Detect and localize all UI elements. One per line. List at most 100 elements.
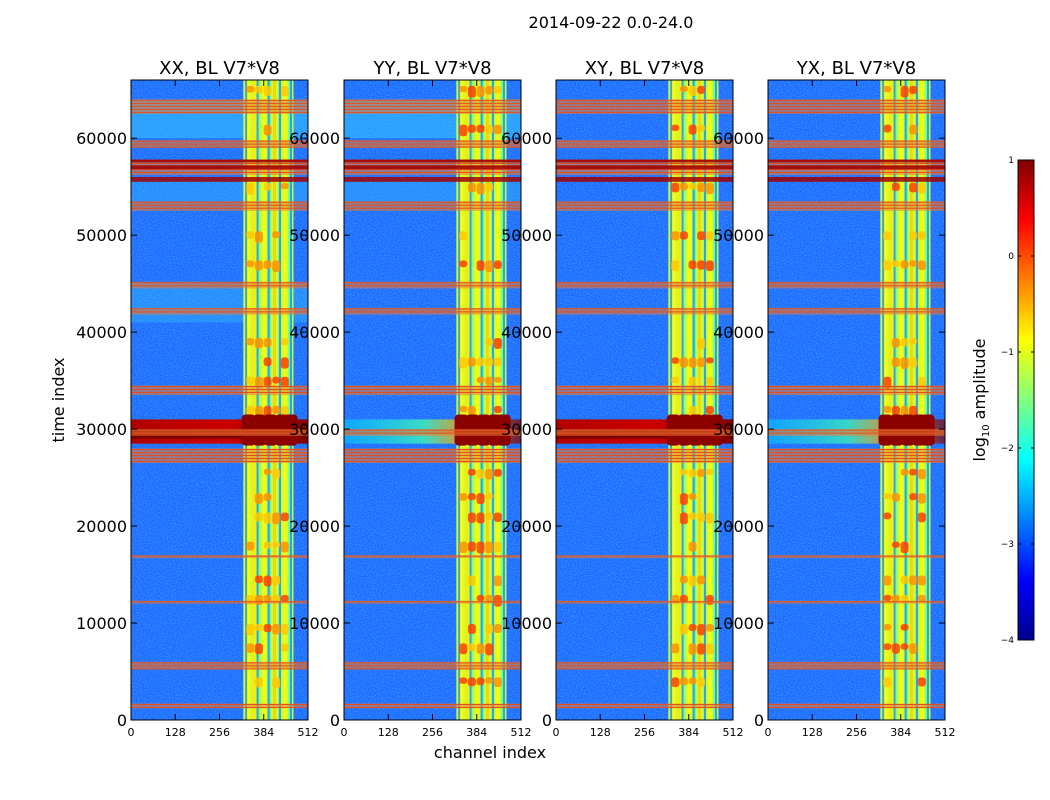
rfi-column — [465, 80, 469, 720]
rfi-gap — [503, 80, 506, 720]
rfi-column — [501, 80, 505, 720]
rfi-blob — [459, 643, 468, 655]
rfi-column — [909, 80, 913, 720]
rfi-blob — [688, 512, 697, 520]
colorbar-tick-label: 1 — [1008, 156, 1014, 166]
x-tick-label: 256 — [634, 726, 655, 739]
y-tick-label: 20000 — [501, 517, 552, 536]
rfi-blob — [263, 468, 272, 475]
rfi-blob — [883, 575, 892, 586]
rfi-blob — [459, 677, 468, 684]
y-tick-label: 0 — [117, 711, 127, 730]
rfi-blob — [705, 468, 714, 476]
rfi-gap — [893, 80, 896, 720]
flagged-band — [768, 307, 945, 315]
rfi-gap — [458, 80, 461, 720]
rfi-blob — [254, 493, 263, 504]
rfi-column — [272, 80, 276, 720]
flagged-band-strong — [344, 176, 521, 182]
rfi-blob — [883, 405, 892, 413]
x-tick-label: 512 — [723, 726, 744, 739]
rfi-blob — [705, 624, 714, 632]
x-tick-label: 0 — [553, 726, 560, 739]
y-tick-label: 50000 — [289, 226, 340, 245]
rfi-blob — [891, 337, 900, 348]
flagged-band — [344, 201, 521, 211]
y-tick-label: 40000 — [501, 323, 552, 342]
colorbar-label-subscript: 10 — [981, 424, 992, 437]
y-tick-label: 30000 — [76, 420, 127, 439]
rfi-blob — [263, 85, 272, 97]
rfi-blob — [485, 468, 494, 480]
y-tick-label: 50000 — [76, 226, 127, 245]
rfi-blob — [459, 124, 468, 137]
rfi-blob — [891, 357, 900, 367]
rfi-blob — [280, 337, 289, 346]
rfi-blob — [485, 512, 494, 521]
rfi-blob — [917, 182, 926, 194]
colorbar-tick-label: −4 — [1001, 636, 1015, 646]
rfi-blob — [688, 376, 697, 386]
colorbar-gradient — [1017, 159, 1035, 641]
rfi-blob — [900, 357, 909, 369]
panel-2: YY, BL V7*V8 0 128 256 384 512 0 10000 20000 3000… — [289, 58, 531, 739]
rfi-blob — [917, 594, 926, 602]
rfi-blob — [917, 376, 926, 388]
rfi-blob — [688, 493, 697, 500]
rfi-blob — [697, 124, 706, 132]
rfi-blob — [883, 124, 892, 133]
flagged-band-strong — [768, 165, 945, 170]
rfi-blob — [246, 376, 255, 385]
rfi-blob — [909, 643, 918, 654]
flagged-band — [344, 281, 521, 289]
colorbar: 10−1−2−3−4 log10 amplitude — [970, 156, 1035, 646]
rfi-blob — [280, 624, 289, 635]
rfi-blob — [493, 85, 502, 94]
y-tick-label: 30000 — [713, 420, 764, 439]
rfi-blob — [493, 376, 502, 383]
colorbar-label-rest: amplitude — [970, 338, 989, 424]
rfi-blob — [679, 512, 688, 525]
rfi-blob — [900, 337, 909, 347]
rfi-blob — [883, 512, 892, 520]
rfi-blob — [679, 594, 688, 603]
rfi-blob — [891, 541, 900, 548]
x-tick-label: 512 — [298, 726, 319, 739]
rfi-blob — [883, 643, 892, 651]
rfi-blob — [280, 541, 289, 553]
rfi-blob — [909, 260, 918, 267]
rfi-blob — [697, 575, 706, 585]
rfi-blob — [459, 85, 468, 93]
rfi-blob — [900, 541, 909, 554]
rfi-blob — [485, 624, 494, 635]
rfi-blob — [909, 575, 918, 586]
rfi-blob — [688, 405, 697, 417]
rfi-column — [687, 80, 691, 720]
rfi-blob — [705, 231, 714, 241]
flagged-band-strong — [556, 165, 733, 170]
rfi-blob — [688, 85, 697, 97]
rfi-blob — [909, 231, 918, 240]
rfi-column — [672, 80, 676, 720]
rfi-blob — [705, 376, 714, 385]
rfi-blob — [272, 624, 281, 635]
rfi-blob — [476, 512, 485, 524]
rfi-blob — [493, 512, 502, 523]
rfi-blob — [900, 643, 909, 650]
flagged-band-strong — [344, 165, 521, 170]
rfi-blob — [467, 493, 476, 501]
rfi-blob — [900, 468, 909, 476]
rfi-gap — [267, 80, 270, 720]
rfi-column — [894, 80, 898, 720]
rfi-blob — [493, 624, 502, 634]
rfi-blob — [280, 357, 289, 369]
flagged-band-strong — [131, 159, 308, 163]
rfi-blob — [917, 493, 926, 504]
rfi-blob — [891, 260, 900, 267]
rfi-blob — [493, 260, 502, 269]
x-tick-label: 256 — [209, 726, 230, 739]
rfi-blob — [263, 357, 272, 367]
panel-title: XX, BL V7*V8 — [159, 58, 280, 79]
rfi-blob — [671, 357, 680, 364]
rfi-blob — [493, 337, 502, 349]
